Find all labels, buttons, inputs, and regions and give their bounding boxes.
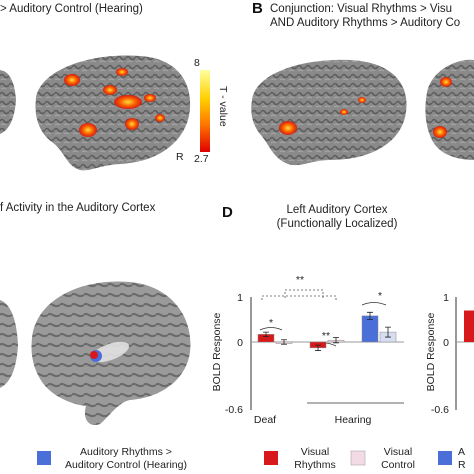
y-axis-label: BOLD Response	[425, 312, 437, 391]
panel-a-title: > Auditory Control (Hearing)	[0, 3, 143, 15]
y-tick-label: -0.6	[431, 404, 449, 416]
sig-label-cross: **	[296, 274, 304, 286]
colorbar-min-label: 2.7	[194, 153, 209, 165]
y-axis-label: BOLD Response	[211, 312, 223, 391]
panel-d-title-line1: Left Auditory Cortex	[286, 204, 388, 216]
legend-swatch-visual-control	[350, 450, 366, 466]
error-bar	[333, 337, 339, 344]
sig-bracket-deaf	[259, 327, 283, 331]
error-bar	[315, 344, 321, 351]
panel-a-left-brain-fragment	[0, 70, 16, 134]
legend-auditory-cut-line2: R	[458, 459, 466, 471]
sig-bracket-cross-top	[284, 289, 324, 298]
hemisphere-label: R	[176, 151, 184, 163]
legend-auditory-line2: Auditory Control (Hearing)	[65, 459, 187, 471]
panel-b-letter: B	[252, 0, 263, 17]
chart-d-second: 1 0 -0.6 BOLD Response	[425, 292, 474, 416]
panel-c-brain-fragment	[0, 300, 18, 388]
panel-d-title-line2: (Functionally Localized)	[276, 218, 398, 230]
legend-swatch-auditory	[37, 451, 51, 465]
legend-visual-control-line1: Visual	[383, 446, 413, 458]
error-bar	[263, 331, 269, 337]
chart-d: 1 0 -0.6 BOLD Response * ** ** * Deaf He…	[211, 274, 404, 426]
legend-visual-rhythms-line1: Visual	[300, 446, 330, 458]
panel-a-right-brain	[35, 55, 191, 171]
error-bar	[367, 311, 373, 320]
group-label-hearing: Hearing	[335, 414, 372, 426]
legend-auditory-line1: Auditory Rhythms >	[80, 446, 172, 458]
panel-b-right-brain-fragment	[425, 59, 474, 160]
colorbar-max-label: 8	[194, 57, 200, 69]
sig-label-hearing: **	[322, 330, 330, 342]
legend-swatch-auditory-cut	[438, 451, 452, 465]
sig-label-auditory: *	[378, 290, 382, 302]
sig-label-deaf: *	[269, 317, 273, 329]
group-label-deaf: Deaf	[254, 414, 276, 426]
panel-d-letter: D	[222, 204, 233, 221]
legend-visual-rhythms-line2: Rhythms	[294, 459, 336, 471]
panel-c-brain	[31, 281, 191, 426]
legend-visual-control-line2: Control	[381, 459, 415, 471]
y-tick-label: 1	[443, 292, 449, 304]
panel-c-title: f Activity in the Auditory Cortex	[0, 202, 156, 214]
legend-swatch-visual-rhythms	[264, 451, 278, 465]
colorbar	[200, 70, 210, 152]
sig-bracket-cross	[261, 295, 337, 300]
panel-b-title-line2: AND Auditory Rhythms > Auditory Co	[270, 17, 461, 29]
colorbar-axis-title: T - value	[217, 86, 229, 127]
sig-bracket-auditory	[361, 302, 387, 306]
error-bar	[281, 339, 287, 345]
legend-auditory-cut-line1: A	[458, 446, 466, 458]
panel-b-title-line1: Conjunction: Visual Rhythms > Visu	[270, 3, 453, 15]
y-tick-label: 0	[443, 337, 449, 349]
y-tick-label: 0	[237, 337, 243, 349]
y-tick-label: -0.6	[225, 404, 243, 416]
y-tick-label: 1	[237, 292, 243, 304]
bar	[464, 310, 474, 342]
error-bar	[385, 326, 391, 338]
panel-b-left-brain	[251, 59, 407, 166]
